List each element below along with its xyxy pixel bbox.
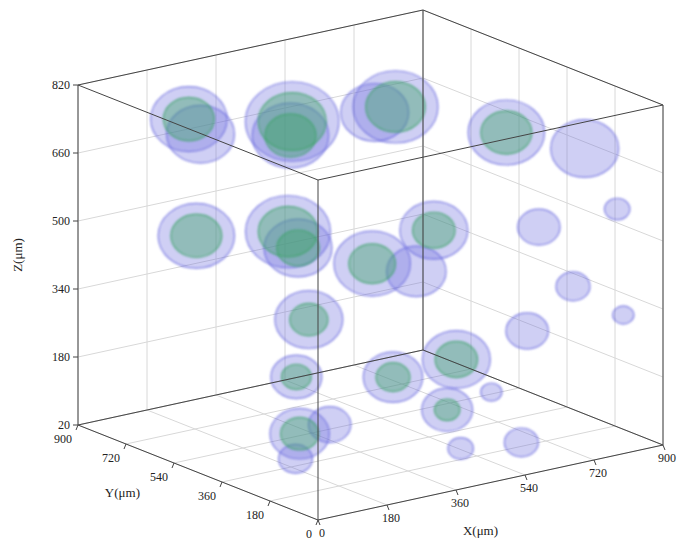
svg-text:180: 180 [52, 350, 70, 364]
svg-text:720: 720 [589, 466, 607, 480]
svg-text:Y(μm): Y(μm) [105, 485, 140, 500]
svg-text:820: 820 [52, 78, 70, 92]
svg-text:Z(μm): Z(μm) [10, 238, 25, 272]
svg-text:20: 20 [58, 418, 70, 432]
svg-text:900: 900 [658, 451, 676, 465]
svg-text:540: 540 [520, 481, 538, 495]
svg-text:180: 180 [382, 511, 400, 525]
svg-text:500: 500 [52, 214, 70, 228]
svg-text:0: 0 [319, 526, 325, 540]
svg-text:540: 540 [150, 470, 168, 484]
svg-text:180: 180 [246, 508, 264, 522]
svg-text:900: 900 [54, 432, 72, 446]
svg-text:340: 340 [52, 282, 70, 296]
svg-text:0: 0 [306, 527, 312, 541]
svg-text:X(μm): X(μm) [463, 523, 498, 538]
svg-text:720: 720 [102, 451, 120, 465]
svg-text:360: 360 [451, 496, 469, 510]
svg-text:660: 660 [52, 146, 70, 160]
svg-text:360: 360 [198, 489, 216, 503]
